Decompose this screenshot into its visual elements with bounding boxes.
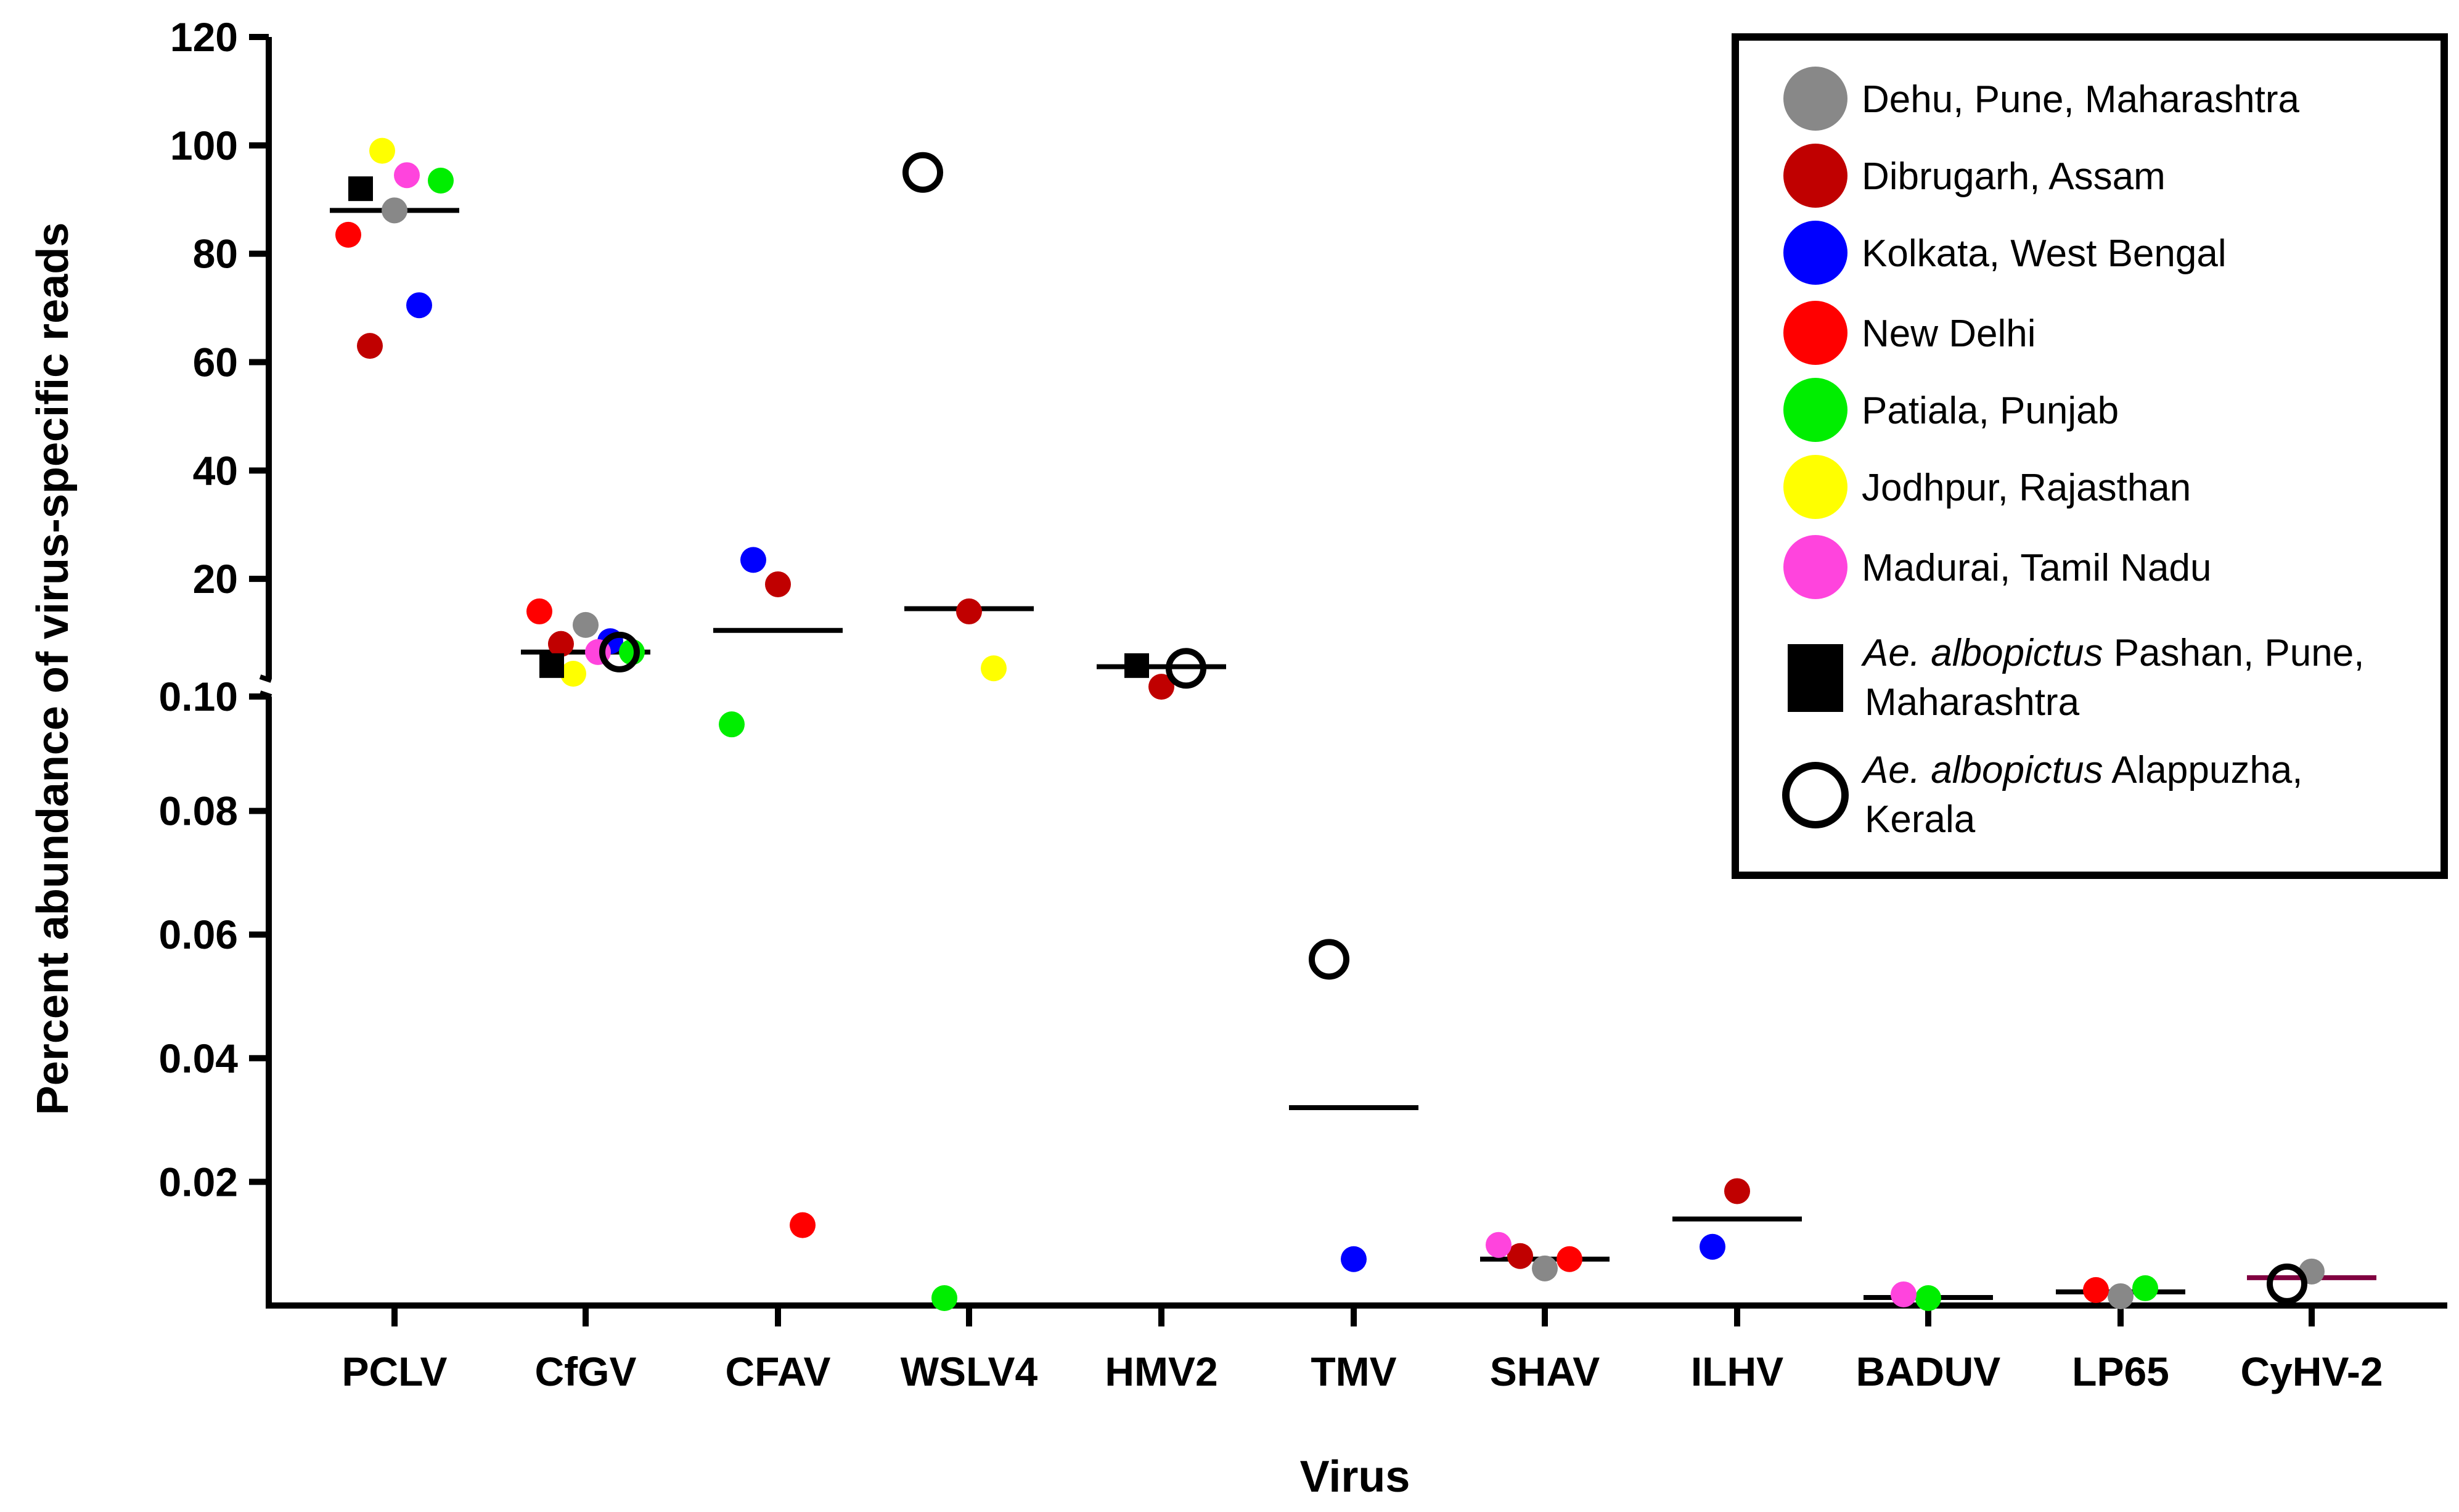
x-tick-label: CfGV bbox=[535, 1349, 637, 1394]
data-point bbox=[2108, 1283, 2134, 1309]
legend-swatch bbox=[1783, 221, 1847, 285]
data-point-square bbox=[1124, 653, 1149, 678]
data-point-open-circle bbox=[902, 152, 943, 193]
data-point bbox=[1148, 674, 1174, 700]
axes: 20 40 60 80 100 120 0.02 0.04 0.06 0.08 0.10 PCLV Cf… bbox=[159, 14, 2447, 1394]
data-point bbox=[1724, 1178, 1750, 1204]
axis-break-mark bbox=[259, 674, 272, 683]
data-point-open-circle bbox=[1309, 939, 1349, 980]
data-point bbox=[526, 598, 552, 624]
x-tick-label: SHAV bbox=[1490, 1349, 1600, 1394]
data-point bbox=[1532, 1255, 1558, 1281]
data-point bbox=[335, 221, 361, 248]
y-tick-label: 0.06 bbox=[159, 912, 238, 957]
data-point-square bbox=[348, 176, 373, 202]
data-point bbox=[1486, 1232, 1512, 1258]
y-tick-label: 0.02 bbox=[159, 1159, 238, 1204]
x-tick-label: PCLV bbox=[342, 1349, 447, 1394]
data-point bbox=[560, 661, 586, 687]
data-point bbox=[1700, 1233, 1725, 1260]
data-point bbox=[981, 655, 1007, 682]
legend-swatch bbox=[1783, 535, 1847, 599]
y-tick-label: 0.10 bbox=[159, 674, 238, 719]
legend-label: Ae. albopictus Pashan, Pune, bbox=[1860, 632, 2364, 674]
x-tick-label: WSLV4 bbox=[901, 1349, 1038, 1394]
y-tick-label: 20 bbox=[193, 556, 238, 602]
legend-label: Patiala, Punjab bbox=[1862, 390, 2119, 432]
legend-swatch bbox=[1783, 378, 1847, 442]
data-point bbox=[573, 611, 599, 638]
y-tick-label: 0.04 bbox=[159, 1036, 239, 1081]
y-axis-title: Percent abundance of virus-specific read… bbox=[28, 223, 78, 1116]
legend: Dehu, Pune, Maharashtra Dibrugarh, Assam K… bbox=[1732, 33, 2448, 879]
legend-swatch bbox=[1783, 67, 1847, 131]
data-point bbox=[1507, 1243, 1533, 1269]
legend-box bbox=[1732, 33, 2448, 879]
data-point bbox=[406, 292, 432, 319]
legend-swatch bbox=[1783, 144, 1847, 208]
data-point bbox=[394, 162, 420, 189]
legend-label: Madurai, Tamil Nadu bbox=[1862, 547, 2211, 589]
y-tick-label: 120 bbox=[170, 14, 238, 60]
legend-label-line2: Kerala bbox=[1865, 798, 1976, 841]
legend-swatch-open-circle bbox=[1782, 762, 1849, 828]
legend-label: Jodhpur, Rajasthan bbox=[1862, 467, 2191, 509]
data-point bbox=[548, 631, 574, 657]
x-tick-label: ILHV bbox=[1691, 1349, 1783, 1394]
legend-swatch bbox=[1783, 301, 1847, 365]
data-point bbox=[1557, 1246, 1582, 1272]
y-tick-label: 40 bbox=[193, 447, 238, 493]
x-tick-label: CFAV bbox=[725, 1349, 830, 1394]
x-tick-label: BADUV bbox=[1856, 1349, 2001, 1394]
legend-label: Kolkata, West Bengal bbox=[1862, 232, 2227, 275]
legend-swatch bbox=[1783, 455, 1847, 519]
y-tick-label: 80 bbox=[193, 231, 238, 277]
data-point-open-circle bbox=[599, 631, 640, 672]
data-point-open-circle bbox=[1166, 648, 1206, 689]
legend-swatch-square bbox=[1788, 644, 1843, 712]
x-tick-label: LP65 bbox=[2072, 1349, 2169, 1394]
data-point bbox=[1341, 1246, 1367, 1272]
data-point bbox=[428, 167, 454, 194]
legend-label: Ae. albopictus Alappuzha, bbox=[1860, 749, 2303, 791]
data-point bbox=[765, 571, 791, 597]
x-axis-title: Virus bbox=[1300, 1452, 1410, 1502]
data-point-open-circle bbox=[2267, 1263, 2307, 1304]
y-tick-label: 100 bbox=[170, 123, 238, 168]
x-tick-label: HMV2 bbox=[1105, 1349, 1217, 1394]
data-point bbox=[931, 1285, 957, 1311]
data-point-square bbox=[539, 653, 564, 678]
legend-label-line2: Maharashtra bbox=[1865, 681, 2080, 724]
y-tick-label: 60 bbox=[193, 340, 238, 385]
legend-label: Dehu, Pune, Maharashtra bbox=[1862, 78, 2299, 121]
data-point bbox=[357, 333, 383, 359]
axis-labels: Virus Percent abundance of virus-specifi… bbox=[28, 223, 1410, 1502]
data-point bbox=[2083, 1277, 2109, 1303]
data-points bbox=[335, 137, 2325, 1311]
data-point bbox=[956, 598, 982, 624]
data-point bbox=[369, 137, 395, 164]
data-point bbox=[719, 711, 745, 738]
data-point bbox=[1891, 1281, 1917, 1307]
x-tick-label: CyHV-2 bbox=[2240, 1349, 2383, 1394]
y-tick-label: 0.08 bbox=[159, 788, 238, 834]
legend-label: Dibrugarh, Assam bbox=[1862, 155, 2166, 198]
data-point bbox=[740, 547, 766, 573]
data-point bbox=[382, 197, 407, 224]
x-tick-label: TMV bbox=[1311, 1349, 1396, 1394]
data-point bbox=[2132, 1275, 2158, 1301]
legend-label: New Delhi bbox=[1862, 313, 2036, 355]
data-point bbox=[790, 1212, 816, 1238]
data-point bbox=[1915, 1285, 1941, 1311]
